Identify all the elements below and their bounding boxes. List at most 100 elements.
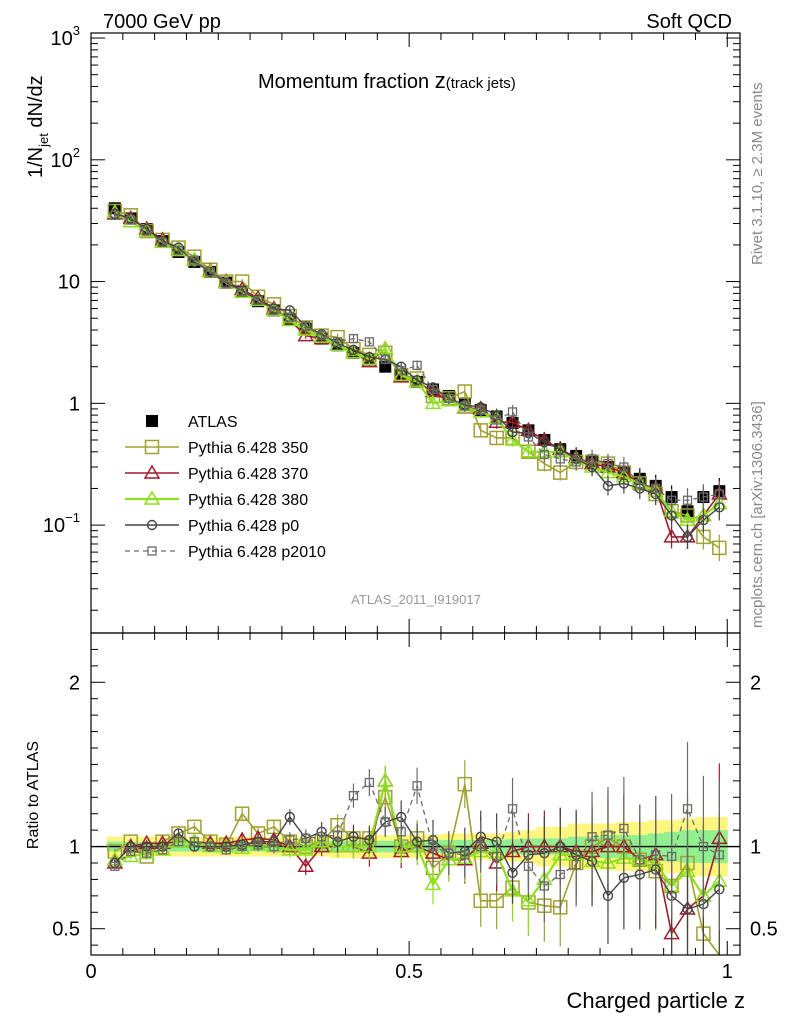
legend-entry-p0: Pythia 6.428 p0 [125,518,299,535]
ratio-point-p2010-22 [460,850,470,860]
series-p2010 [110,210,724,513]
y-tick-label-3: 1 [69,393,80,415]
ratio-point-p2010-0 [110,861,120,871]
ratio-point-p2010-13 [316,832,327,842]
point-p2010-7 [221,279,231,289]
ratio-point-p0-15 [348,831,359,842]
ratio-y-tick-label-right-2: 0.5 [750,919,778,941]
point-p2010-23 [476,405,486,415]
point-p2010-8 [237,286,247,297]
ratio-point-p2010-10 [269,841,279,852]
ratio-point-p380-18 [392,838,410,853]
ratio-point-p2010-30 [587,832,597,842]
header-left: 7000 GeV pp [103,11,221,33]
point-p2010-4 [173,245,184,256]
ratio-point-p2010-35 [666,851,677,862]
ratio-point-p2010-31 [603,830,613,840]
point-p2010-12 [301,321,311,331]
legend-entry-p380: Pythia 6.428 380 [125,490,308,509]
ratio-y-tick-label-left-0: 2 [69,672,80,694]
y-label-tail: dN/dz [25,75,47,133]
point-p2010-14 [332,337,343,347]
ratio-point-p2010-27 [539,881,549,891]
ratio-point-p380-12 [297,841,315,856]
ratio-point-p2010-34 [651,850,661,860]
point-p380-25 [504,431,521,446]
ratio-point-p0-31 [602,890,614,902]
ratio-y-tick-label-right-0: 2 [750,672,761,694]
x-tick-label-0: 0 [85,961,96,983]
point-p0-25 [507,426,518,438]
point-p2010-13 [316,330,327,341]
ratio-point-p0-25 [507,867,518,879]
legend-marker-p350 [144,439,160,455]
ratio-y-tick-label-left-1: 1 [69,837,80,859]
ratio-point-p2010-11 [285,835,295,845]
ratio-point-p2010-14 [332,830,343,840]
legend-marker-p370 [143,464,161,479]
ratio-point-p380-26 [520,892,537,907]
point-p2010-28 [555,454,565,464]
legend-label-p350: Pythia 6.428 350 [188,440,308,457]
ratio-point-p2010-19 [412,781,422,791]
legend-entry-p350: Pythia 6.428 350 [125,439,308,457]
ratio-point-p2010-37 [698,841,709,852]
point-p2010-26 [523,432,534,442]
point-p2010-0 [110,210,120,220]
ratio-panel-axes: 2 21 10.5 0.50 0.5 1 [52,632,778,983]
point-p0-19 [411,374,423,386]
point-p0-36 [682,531,693,543]
point-p350-22 [457,384,473,399]
y-tick-label-2: 10 [58,272,80,294]
point-p350-38 [712,540,727,556]
point-p2010-2 [142,226,152,236]
point-p2010-11 [285,312,295,322]
plot-title-sub: (track jets) [446,75,516,92]
point-p2010-21 [444,393,454,403]
y-tick-label-4: 10−1 [43,510,80,537]
ratio-point-p370-12 [297,857,315,873]
ratio-point-p380-11 [281,841,299,856]
ratio-point-p2010-16 [364,777,375,788]
ratio-point-p2010-17 [380,817,390,827]
mcplots-label: mcplots.cern.ch [arXiv:1306.3436] [749,401,766,628]
ratio-point-p380-15 [345,838,362,853]
analysis-id: ATLAS_2011_I919017 [351,592,481,607]
legend-marker-p380 [143,490,161,505]
point-p0-15 [348,344,359,356]
ratio-point-p2010-20 [428,841,438,852]
ratio-point-p2010-21 [444,848,454,858]
ratio-point-p350-22 [457,776,473,792]
header-right: Soft QCD [646,11,732,33]
main-y-axis-label: 1/Njet dN/dz [25,75,51,178]
legend-label-p380: Pythia 6.428 380 [188,492,308,509]
legend-label-p370: Pythia 6.428 370 [188,466,308,483]
point-p380-26 [520,443,537,458]
legend-label-p2010: Pythia 6.428 p2010 [188,544,326,561]
x-tick-label-2: 1 [722,961,733,983]
point-p350-24 [489,430,504,446]
point-p0-32 [618,478,630,489]
rivet-version-label: Rivet 3.1.10, ≥ 2.3M events [749,83,766,266]
ratio-point-p2010-33 [635,855,645,865]
ratio-series-p2010 [110,742,724,930]
ratio-point-p2010-12 [301,833,311,844]
ratio-point-p2010-2 [142,848,152,858]
point-p2010-24 [491,415,502,425]
ratio-point-p2010-4 [173,836,184,847]
main-frame [90,32,741,634]
point-p370-35 [663,528,680,543]
ratio-point-p2010-38 [714,850,724,860]
point-p2010-19 [412,360,422,371]
point-p2010-5 [189,255,200,265]
legend: ATLAS Pythia 6.428 350 Pythia 6.428 370 Pyt… [125,414,326,561]
ratio-point-p380-17 [376,772,394,787]
ratio-point-p2010-5 [189,836,200,847]
ratio-point-p2010-18 [396,827,406,837]
ratio-point-p0-16 [364,834,375,846]
ratio-panel-series [106,742,728,956]
legend-marker-ATLAS [146,415,158,427]
point-p2010-33 [635,478,645,489]
legend-entry-p370: Pythia 6.428 370 [125,464,308,483]
ratio-point-p2010-7 [221,845,231,855]
